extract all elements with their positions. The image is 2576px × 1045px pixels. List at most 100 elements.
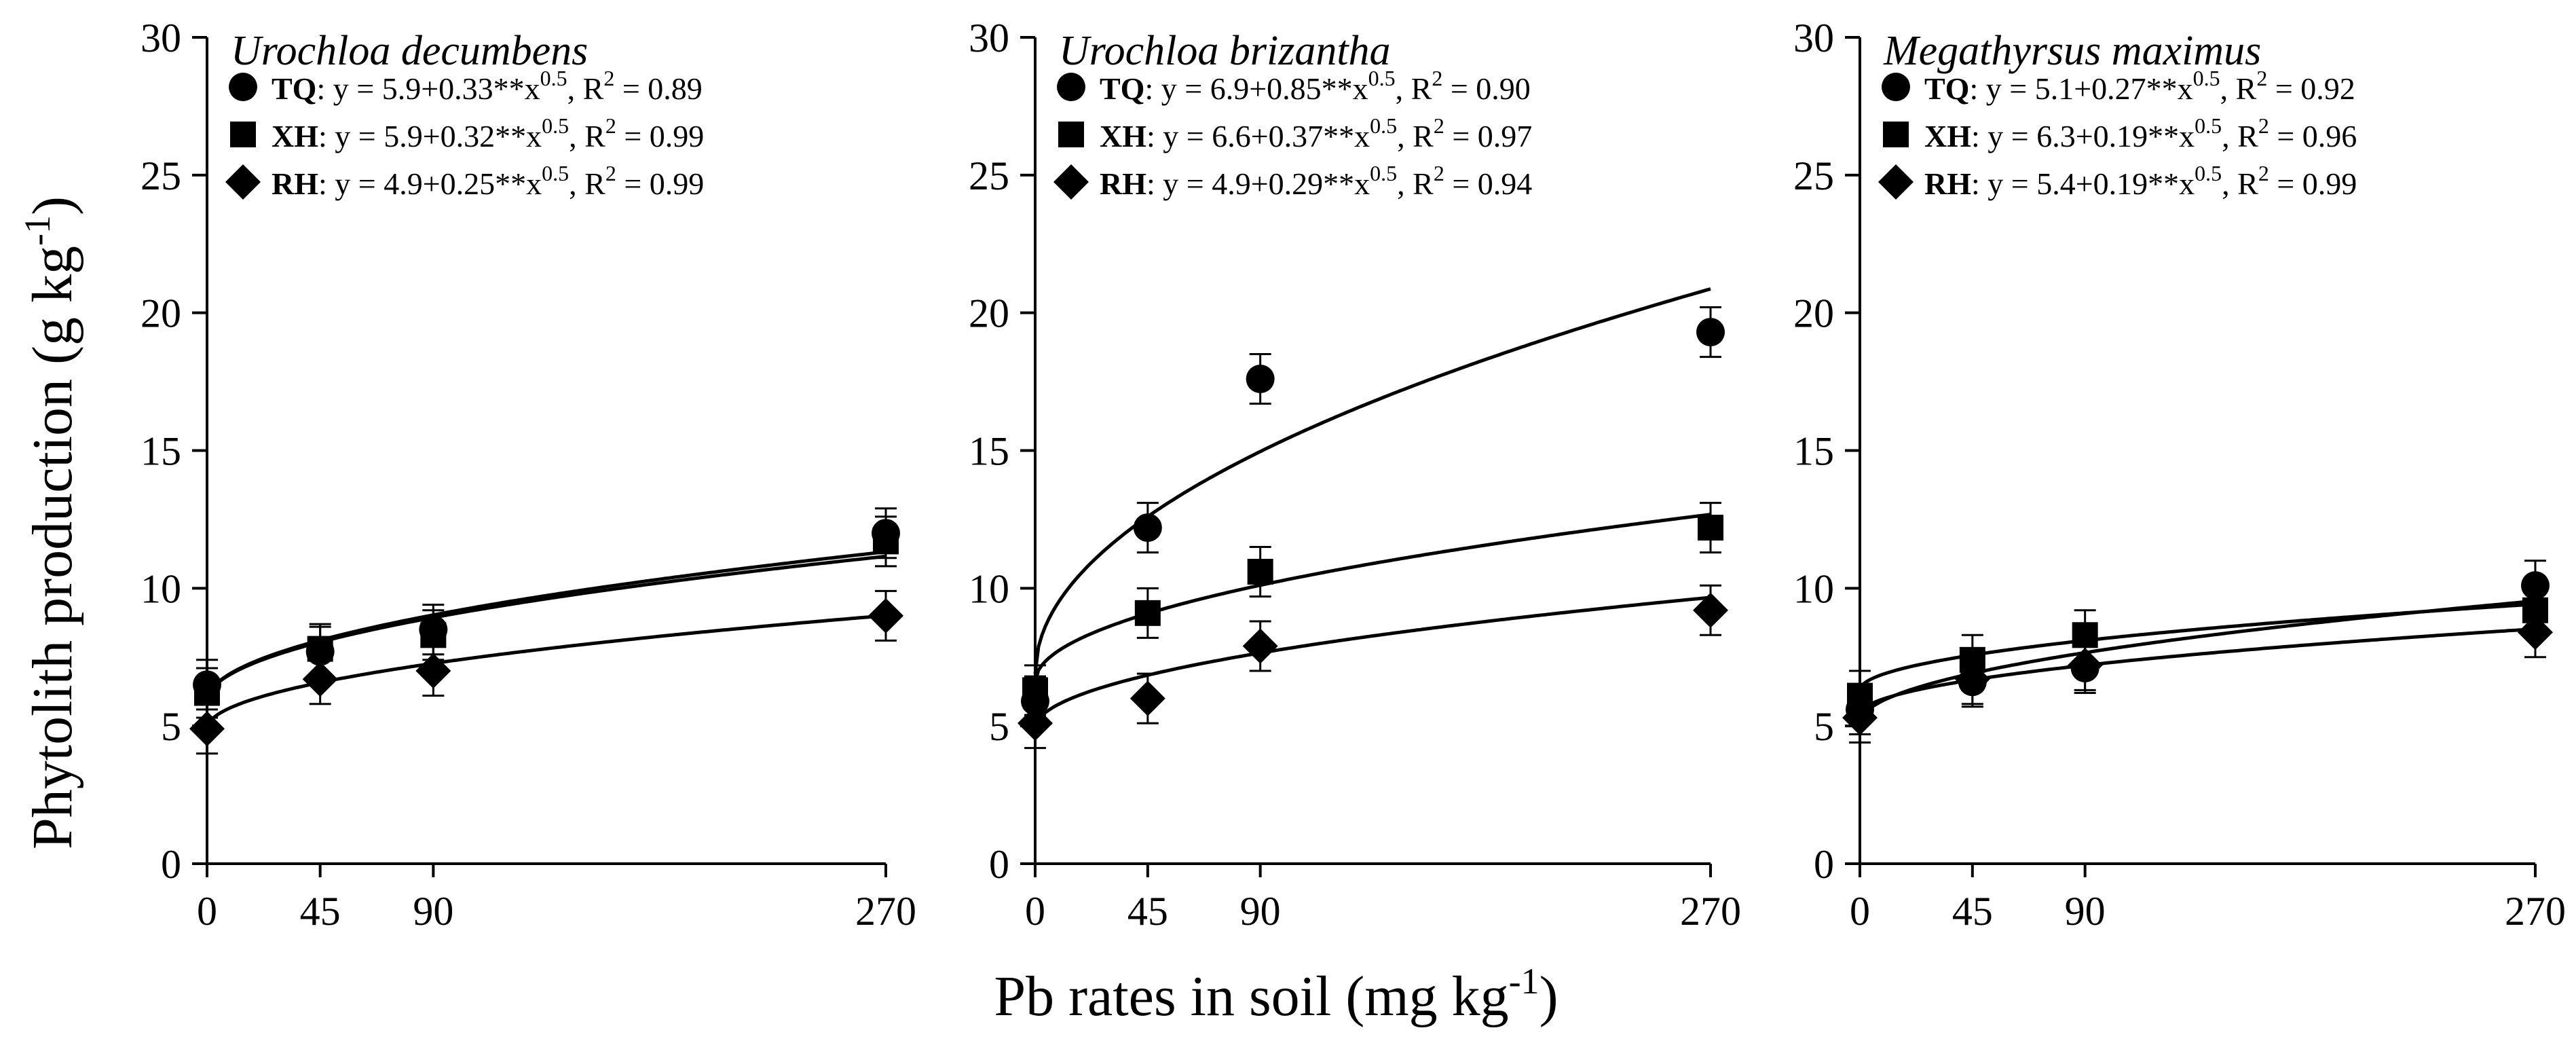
chart-panel-1: 0 5 10 15 20 25 30 0 45 90 270 Urochloa decumbensTQ… [141, 16, 916, 934]
data-point-rh [1130, 680, 1165, 716]
legend-r-squared-sup: 2 [603, 66, 614, 90]
data-point-rh [1842, 699, 1878, 735]
data-point-tq [1133, 513, 1162, 543]
panel-title: Urochloa brizantha [1059, 28, 1391, 74]
legend-r-squared-sup: 2 [1434, 161, 1444, 185]
y-axis-label-close: ) [21, 196, 84, 215]
legend-r-label: , R [2222, 166, 2258, 201]
legend-exponent: 0.5 [542, 161, 569, 185]
legend-entry-rh: RH: y = 5.4+0.19**x0.5, R2 = 0.99 [1924, 161, 2357, 201]
legend-marker-tq [229, 73, 257, 101]
data-point-rh [2518, 615, 2553, 650]
legend-entry-tq: TQ: y = 5.1+0.27**x0.5, R2 = 0.92 [1924, 66, 2355, 106]
legend-equation: : y = 5.9+0.33**x [316, 71, 540, 106]
y-axis-label-main: Phytolith production (g kg [21, 246, 84, 849]
y-tick-label: 0 [161, 842, 181, 887]
legend-equation: : y = 5.1+0.27**x [1969, 71, 2192, 106]
legend-marker-xh [1058, 122, 1084, 147]
legend-entry-tq: TQ: y = 6.9+0.85**x0.5, R2 = 0.90 [1100, 66, 1531, 106]
x-tick-label: 0 [197, 889, 217, 934]
legend-r-label: , R [2220, 71, 2257, 106]
legend-r-label: , R [2222, 119, 2258, 153]
data-point-xh [873, 528, 899, 555]
legend-r-squared-value: = 0.99 [2269, 166, 2357, 201]
legend-equation: : y = 6.3+0.19**x [1971, 119, 2195, 153]
data-point-rh [1242, 628, 1278, 664]
data-point-rh [1018, 705, 1053, 741]
legend-entry-xh: XH: y = 5.9+0.32**x0.5, R2 = 0.99 [272, 113, 704, 153]
legend-marker-tq [1057, 73, 1085, 101]
y-tick-label: 5 [1814, 704, 1834, 749]
y-tick-label: 20 [1793, 291, 1834, 336]
y-tick-label: 30 [1793, 16, 1834, 60]
legend-r-squared-sup: 2 [1434, 113, 1444, 138]
legend-exponent: 0.5 [2195, 161, 2222, 185]
y-tick-label: 30 [969, 16, 1009, 60]
legend-r-label: , R [1396, 71, 1432, 106]
x-tick-label: 45 [1127, 889, 1168, 934]
legend-marker-tq [1882, 73, 1910, 101]
x-tick-label: 0 [1850, 889, 1870, 934]
legend-r-squared-value: = 0.99 [616, 166, 704, 201]
x-tick-label: 45 [300, 889, 341, 934]
y-tick-label: 25 [969, 153, 1009, 198]
legend-r-squared-sup: 2 [2258, 113, 2269, 138]
x-tick-label: 270 [2505, 889, 2566, 934]
legend-r-squared-sup: 2 [2256, 66, 2267, 90]
legend-exponent: 0.5 [1370, 113, 1397, 138]
y-tick-label: 15 [969, 429, 1009, 474]
legend-equation: : y = 6.6+0.37**x [1146, 119, 1370, 153]
data-point-rh [1693, 592, 1728, 628]
data-point-rh [415, 653, 451, 689]
data-point-xh [194, 680, 220, 706]
x-tick-label: 0 [1025, 889, 1045, 934]
data-point-rh [189, 711, 225, 747]
x-axis-label-main: Pb rates in soil (mg kg [994, 965, 1508, 1028]
x-axis-label: Pb rates in soil (mg kg-1) [994, 961, 1558, 1028]
data-point-rh [868, 598, 903, 634]
fit-curve-xh [1033, 513, 1711, 682]
legend-r-label: , R [569, 166, 605, 201]
legend-code: TQ [1924, 71, 1969, 106]
data-point-rh [2067, 647, 2103, 683]
data-point-rh [1954, 661, 1990, 697]
y-tick-label: 15 [1793, 429, 1834, 474]
legend-r-label: , R [1397, 119, 1434, 153]
x-axis-label-close: ) [1539, 965, 1558, 1028]
y-tick-label: 10 [141, 566, 181, 611]
legend-marker-rh [225, 164, 261, 200]
legend-equation: : y = 4.9+0.25**x [318, 166, 542, 201]
data-point-xh [1247, 558, 1273, 585]
y-tick-label: 30 [141, 16, 181, 60]
panel-title: Megathyrsus maximus [1883, 28, 2261, 74]
legend-exponent: 0.5 [1370, 161, 1397, 185]
x-axis-label-sup: -1 [1509, 961, 1539, 1002]
legend-r-squared-value: = 0.99 [616, 119, 704, 153]
legend-equation: : y = 6.9+0.85**x [1144, 71, 1368, 106]
legend-code: RH [272, 166, 318, 201]
legend-r-label: , R [1397, 166, 1434, 201]
legend-r-squared-value: = 0.97 [1444, 119, 1532, 153]
legend-marker-xh [230, 122, 256, 147]
legend-entry-tq: TQ: y = 5.9+0.33**x0.5, R2 = 0.89 [272, 66, 703, 106]
y-tick-label: 5 [989, 704, 1009, 749]
fit-curve-rh [205, 614, 886, 730]
legend-r-squared-value: = 0.96 [2269, 119, 2357, 153]
chart-panel-2: 0 5 10 15 20 25 30 0 45 90 270 Urochloa brizanthaTQ… [969, 16, 1741, 934]
chart-panel-3: 0 5 10 15 20 25 30 0 45 90 270 Megathyrsus maximusT… [1793, 16, 2566, 934]
x-tick-label: 90 [1240, 889, 1281, 934]
x-tick-label: 270 [1680, 889, 1741, 934]
y-axis-label: Phytolith production (g kg-1) [17, 196, 84, 849]
data-point-tq [1696, 318, 1725, 347]
legend-r-label: , R [569, 119, 605, 153]
legend-code: XH [1924, 119, 1971, 153]
data-point-xh [1698, 515, 1723, 541]
legend-entry-rh: RH: y = 4.9+0.25**x0.5, R2 = 0.99 [272, 161, 704, 201]
legend-code: RH [1100, 166, 1146, 201]
y-tick-label: 0 [1814, 842, 1834, 887]
legend-r-squared-sup: 2 [1432, 66, 1442, 90]
y-tick-label: 10 [1793, 566, 1834, 611]
legend-r-squared-sup: 2 [605, 161, 616, 185]
